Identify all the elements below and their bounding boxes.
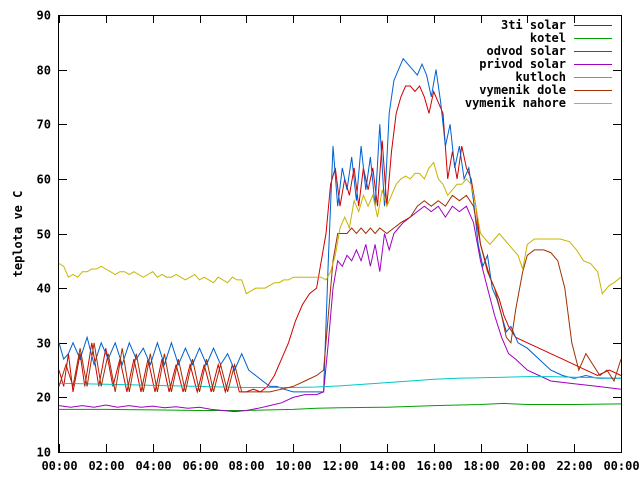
legend-label-privod-solar: privod solar [479,57,566,71]
y-axis: 10 20 30 40 50 60 70 80 90 [37,9,621,460]
x-tick-label: 14:00 [369,459,405,473]
series-line-vymenik-dole [58,194,622,393]
series-lines [58,57,622,413]
y-tick-label: 90 [37,9,51,23]
x-tick-label: 06:00 [182,459,218,473]
x-tick-label: 18:00 [463,459,499,473]
x-tick-label: 10:00 [275,459,311,473]
legend-label-3ti-solar: 3ti solar [501,18,566,32]
y-tick-label: 80 [37,64,51,78]
legend-label-vymenik-dole: vymenik dole [479,83,566,97]
x-tick-label: 02:00 [88,459,124,473]
x-tick-label: 08:00 [228,459,264,473]
y-tick-label: 50 [37,228,51,242]
y-tick-label: 30 [37,337,51,351]
y-tick-label: 10 [37,446,51,460]
legend-label-vymenik-nahore: vymenik nahore [465,96,566,110]
x-tick-label: 22:00 [556,459,592,473]
y-axis-title: teplota ve C [11,191,25,278]
y-tick-label: 40 [37,282,51,296]
series-line-odvod-solar [58,57,621,393]
y-tick-label: 60 [37,173,51,187]
series-line-privod-solar [58,205,622,413]
legend-label-odvod-solar: odvod solar [487,44,566,58]
legend-label-kutloch: kutloch [515,70,566,84]
x-tick-label: 20:00 [509,459,545,473]
x-axis: 00:00 02:00 04:00 06:00 08:00 10:00 12:00 14:00… [41,15,640,473]
x-tick-label: 00:00 [603,459,639,473]
x-tick-label: 16:00 [416,459,452,473]
y-tick-label: 70 [37,118,51,132]
series-line-kotel [59,402,622,411]
legend-label-kotel: kotel [530,31,566,45]
x-tick-label: 04:00 [135,459,171,473]
y-tick-label: 20 [37,391,51,405]
x-tick-label: 12:00 [322,459,358,473]
series-line-vymenik-nahore [58,161,622,295]
x-tick-label: 00:00 [41,459,77,473]
series-line-kutloch [58,376,622,388]
